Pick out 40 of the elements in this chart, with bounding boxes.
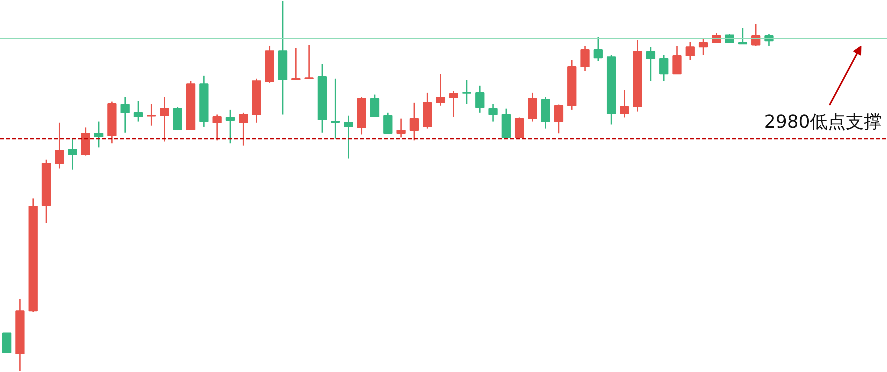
candlestick [160,96,170,142]
candlestick [488,103,498,122]
candlestick [580,45,590,72]
candlestick [384,112,393,134]
candlestick [660,54,669,82]
candlestick [541,96,550,130]
candlestick [449,90,458,118]
candlestick [646,46,656,82]
candlestick [212,114,222,142]
candlestick [94,121,104,148]
candlestick [620,89,630,118]
candlestick [514,117,524,138]
candlestick [55,122,64,170]
candlestick [344,115,354,160]
candlestick [698,38,708,56]
candlestick [396,118,406,138]
candlestick [370,94,380,118]
candlestick [594,36,603,62]
candlestick [292,48,301,81]
candlestick [239,112,248,146]
candlestick [173,106,182,131]
candlestick [81,127,90,156]
candlestick [2,332,12,354]
candlestick [554,104,564,134]
candlestick [686,42,695,61]
candlestick [410,102,420,142]
candlestick [134,100,144,122]
candlestick [502,108,511,138]
candlestick [476,85,485,114]
candlestick [68,138,78,171]
candlestick [226,109,236,144]
ref-line-label: 2980低点支撑 [764,112,882,133]
candlestick [672,45,682,75]
candlestick [120,96,130,134]
candlestick [436,73,446,107]
candlestick [304,44,314,80]
candlestick [528,92,538,122]
candlestick [462,79,472,105]
candlestick [738,28,748,45]
candlestick [331,78,340,140]
